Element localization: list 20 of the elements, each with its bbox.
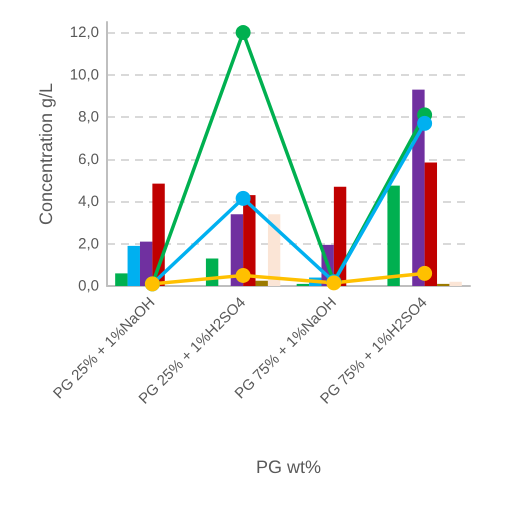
point [236,268,251,283]
x-axis-title: PG wt% [256,457,322,477]
bar [424,162,438,286]
bar [115,273,128,286]
bar [256,280,268,286]
y-tick-label: 2,0 [78,235,99,252]
y-tick-label: 10,0 [70,66,99,84]
y-tick-label: 4,0 [78,193,99,210]
bar [387,186,400,286]
point [236,25,251,40]
bar [128,246,140,286]
y-tick-label: 6,0 [78,150,99,168]
bar [449,282,462,286]
y-axis-title: Concentration g/L [36,82,56,226]
point [236,190,251,206]
y-tick-label: 8,0 [78,108,99,126]
point [417,266,432,281]
y-tick-label: 12,0 [70,24,99,42]
y-tick-label: 0,0 [78,278,99,294]
point [417,116,432,131]
